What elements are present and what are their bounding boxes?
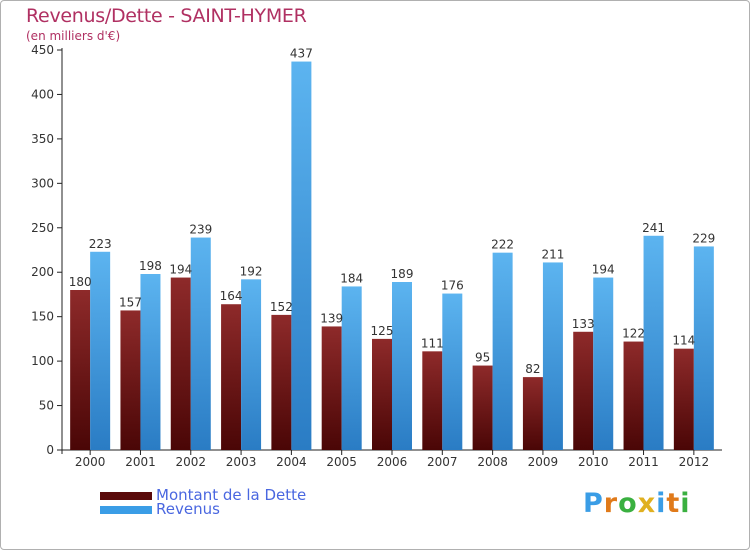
x-tick-label: 2005 xyxy=(326,455,357,469)
y-tick-label: 250 xyxy=(31,221,54,235)
data-label-revenus-2004: 437 xyxy=(290,47,313,61)
data-label-revenus-2001: 198 xyxy=(139,259,162,273)
legend-swatch-revenus xyxy=(100,506,152,514)
bar-revenus-2001 xyxy=(140,274,160,450)
data-label-dette-2008: 95 xyxy=(475,351,490,365)
bar-revenus-2008 xyxy=(493,253,513,450)
y-tick-label: 50 xyxy=(39,399,54,413)
bar-revenus-2000 xyxy=(90,252,110,450)
y-tick-label: 0 xyxy=(46,443,54,457)
bars xyxy=(70,62,714,450)
y-tick-label: 150 xyxy=(31,310,54,324)
bar-dette-2006 xyxy=(372,339,392,450)
x-tick-label: 2008 xyxy=(477,455,508,469)
data-labels: 180 223 157 198 194 239 164 192 152 437 139 184 125 1… xyxy=(69,47,716,377)
legend-item-revenus: Revenus xyxy=(100,500,220,518)
bar-revenus-2009 xyxy=(543,262,563,450)
data-label-dette-2012: 114 xyxy=(672,334,695,348)
y-tick-label: 300 xyxy=(31,176,54,190)
data-label-dette-2007: 111 xyxy=(421,336,444,350)
bar-dette-2004 xyxy=(271,315,291,450)
data-label-dette-2003: 164 xyxy=(220,289,243,303)
bar-dette-2005 xyxy=(322,326,342,450)
x-tick-label: 2001 xyxy=(125,455,156,469)
y-tick-label: 200 xyxy=(31,265,54,279)
data-label-revenus-2003: 192 xyxy=(240,264,263,278)
data-label-revenus-2008: 222 xyxy=(491,238,514,252)
proxiti-logo: Proxiti xyxy=(583,488,691,519)
bar-dette-2010 xyxy=(573,332,593,450)
bar-revenus-2003 xyxy=(241,279,261,450)
bar-revenus-2012 xyxy=(694,246,714,450)
x-tick-label: 2004 xyxy=(276,455,307,469)
data-label-dette-2002: 194 xyxy=(169,263,192,277)
x-tick-label: 2006 xyxy=(377,455,408,469)
data-label-dette-2011: 122 xyxy=(622,327,645,341)
data-label-revenus-2005: 184 xyxy=(340,271,363,285)
x-tick-label: 2002 xyxy=(175,455,206,469)
data-label-revenus-2009: 211 xyxy=(541,247,564,261)
x-tick-label: 2009 xyxy=(528,455,559,469)
bar-revenus-2007 xyxy=(442,294,462,450)
bar-dette-2007 xyxy=(422,351,442,450)
data-label-revenus-2002: 239 xyxy=(189,223,212,237)
x-tick-label: 2000 xyxy=(75,455,106,469)
data-label-dette-2010: 133 xyxy=(572,317,595,331)
data-label-revenus-2000: 223 xyxy=(89,237,112,251)
data-label-revenus-2012: 229 xyxy=(692,231,715,245)
bar-dette-2002 xyxy=(171,278,191,450)
x-tick-label: 2007 xyxy=(427,455,458,469)
bar-revenus-2002 xyxy=(191,238,211,450)
bar-dette-2011 xyxy=(624,342,644,450)
bar-revenus-2006 xyxy=(392,282,412,450)
data-label-dette-2001: 157 xyxy=(119,295,142,309)
bar-dette-2009 xyxy=(523,377,543,450)
data-label-dette-2004: 152 xyxy=(270,300,293,314)
y-tick-label: 100 xyxy=(31,354,54,368)
y-tick-label: 350 xyxy=(31,132,54,146)
bar-dette-2003 xyxy=(221,304,241,450)
legend-swatch-debt xyxy=(100,492,152,500)
y-tick-label: 400 xyxy=(31,87,54,101)
data-label-revenus-2011: 241 xyxy=(642,221,665,235)
data-label-revenus-2006: 189 xyxy=(391,267,414,281)
bar-revenus-2005 xyxy=(342,286,362,450)
data-label-revenus-2007: 176 xyxy=(441,279,464,293)
x-tick-label: 2011 xyxy=(628,455,659,469)
bar-revenus-2004 xyxy=(291,62,311,450)
bar-dette-2012 xyxy=(674,349,694,450)
data-label-dette-2000: 180 xyxy=(69,275,92,289)
bar-dette-2001 xyxy=(120,310,140,450)
bar-revenus-2011 xyxy=(644,236,664,450)
x-tick-label: 2012 xyxy=(679,455,710,469)
data-label-dette-2005: 139 xyxy=(320,311,343,325)
legend-label-revenus: Revenus xyxy=(156,500,220,518)
data-label-dette-2006: 125 xyxy=(371,324,394,338)
data-label-revenus-2010: 194 xyxy=(592,263,615,277)
bar-revenus-2010 xyxy=(593,278,613,450)
x-tick-label: 2010 xyxy=(578,455,609,469)
y-tick-label: 450 xyxy=(31,43,54,57)
x-tick-label: 2003 xyxy=(226,455,257,469)
bar-dette-2000 xyxy=(70,290,90,450)
bar-dette-2008 xyxy=(473,366,493,450)
data-label-dette-2009: 82 xyxy=(525,362,540,376)
